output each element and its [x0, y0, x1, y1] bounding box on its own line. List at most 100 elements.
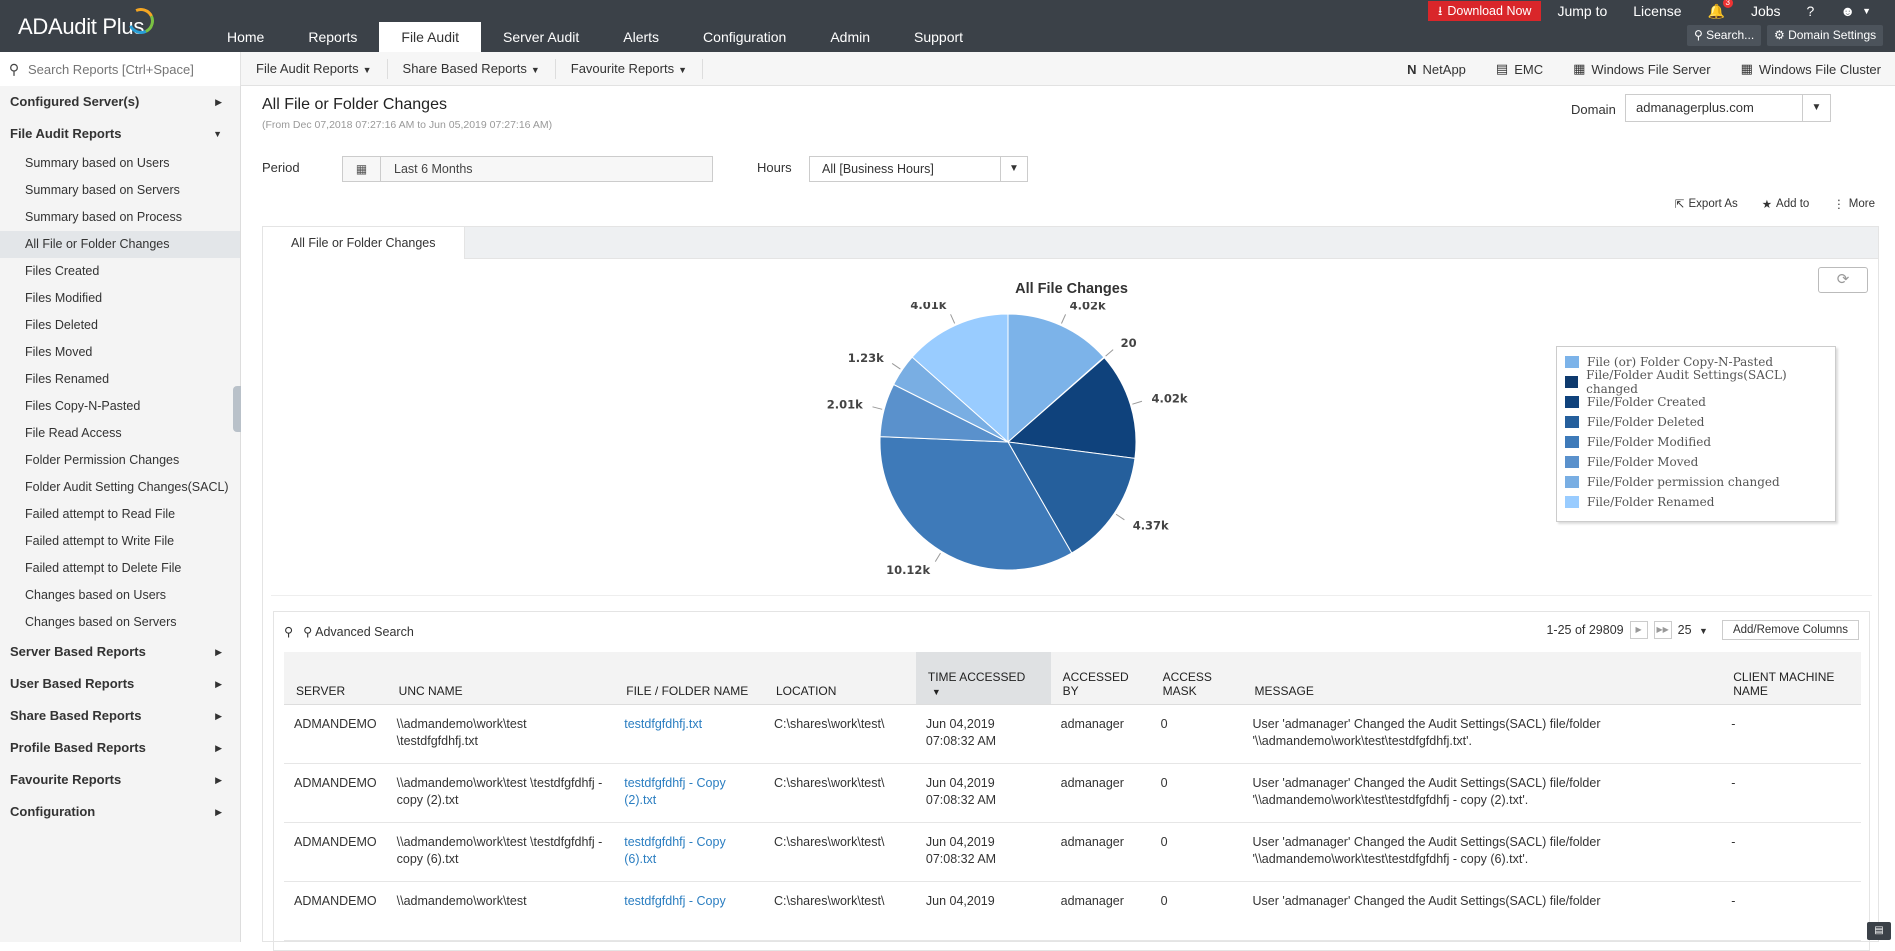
report-tabs: All File or Folder Changes	[263, 227, 1878, 259]
sidebar-item-failed-attempt-to-delete-file[interactable]: Failed attempt to Delete File	[25, 561, 182, 575]
global-search-button[interactable]: ⚲ Search...	[1687, 25, 1762, 46]
app-logo[interactable]: ADAudit Plus	[18, 14, 145, 39]
legend-item[interactable]: File (or) Folder Copy-N-Pasted	[1565, 352, 1827, 372]
sidebar-section-user-based-reports[interactable]: User Based Reports ▶	[0, 668, 240, 700]
hours-select[interactable]: All [Business Hours] ▼	[809, 156, 1028, 182]
vendor-emc[interactable]: ▤ EMC	[1496, 61, 1543, 77]
sidebar-item-all-file-or-folder-changes[interactable]: All File or Folder Changes	[0, 231, 240, 258]
table-row[interactable]: ADMANDEMO \\admandemo\work\test \testdfgf…	[284, 704, 1861, 764]
column-header-message[interactable]: MESSAGE	[1242, 652, 1722, 705]
sidebar-item-failed-attempt-to-read-file[interactable]: Failed attempt to Read File	[25, 507, 176, 521]
sidebar-item-files-renamed[interactable]: Files Renamed	[25, 372, 110, 386]
chart-type-icon[interactable]: ⟳	[1818, 267, 1868, 293]
column-header-location[interactable]: LOCATION	[763, 652, 916, 705]
sidebar-section-profile-based-reports[interactable]: Profile Based Reports ▶	[0, 732, 240, 764]
vendor-windows-file-server[interactable]: ▦ Windows File Server	[1573, 61, 1711, 77]
jump-to-link[interactable]: Jump to	[1557, 3, 1608, 19]
sidebar-item-folder-audit-setting-changes-sacl[interactable]: Folder Audit Setting Changes(SACL)	[25, 480, 229, 494]
export-as-button[interactable]: ⇱ Export As	[1674, 198, 1738, 211]
sidebar-item-summary-based-on-process[interactable]: Summary based on Process	[25, 210, 183, 224]
search-options-icon[interactable]: ⚲	[284, 625, 294, 639]
page-size-select[interactable]: 25 ▼	[1677, 623, 1708, 637]
sidebar-item-summary-based-on-servers[interactable]: Summary based on Servers	[25, 183, 180, 197]
user-menu-button[interactable]: ☻ ▼	[1830, 3, 1881, 19]
column-header-access-mask[interactable]: ACCESS MASK	[1150, 652, 1243, 705]
legend-item[interactable]: File/Folder Modified	[1565, 432, 1827, 452]
pie-slice-file-folder-renamed[interactable]	[911, 313, 1009, 444]
sidebar-item-changes-based-on-servers[interactable]: Changes based on Servers	[25, 615, 177, 629]
pie-slice-file-folder-created[interactable]	[1006, 356, 1137, 459]
file-name-link[interactable]: testdfgfdhfj - Copy (2).txt	[614, 763, 764, 823]
notifications-button[interactable]: 🔔 3	[1698, 0, 1735, 20]
column-header-file-folder-name[interactable]: FILE / FOLDER NAME	[614, 652, 764, 705]
legend-item[interactable]: File/Folder Created	[1565, 392, 1827, 412]
table-row[interactable]: ADMANDEMO \\admandemo\work\test \testdfgf…	[284, 822, 1861, 882]
tab-home[interactable]: Home	[227, 29, 265, 45]
sidebar-item-changes-based-on-users[interactable]: Changes based on Users	[25, 588, 167, 602]
column-header-accessed-by[interactable]: ACCESSED BY	[1050, 652, 1151, 705]
sidebar-section-share-based-reports[interactable]: Share Based Reports ▶	[0, 700, 240, 732]
table-row[interactable]: ADMANDEMO \\admandemo\work\test testdfgfdh…	[284, 881, 1861, 941]
tab-all-file-changes[interactable]: All File or Folder Changes	[263, 227, 465, 259]
menu-share-based-reports[interactable]: Share Based Reports ▼	[388, 59, 556, 79]
domain-settings-button[interactable]: ⚙ Domain Settings	[1767, 25, 1884, 46]
table-row[interactable]: ADMANDEMO \\admandemo\work\test \testdfgf…	[284, 763, 1861, 823]
tab-server-audit[interactable]: Server Audit	[502, 29, 580, 45]
column-header-client-machine-name[interactable]: CLIENT MACHINE NAME	[1721, 652, 1861, 705]
jobs-link[interactable]: Jobs	[1750, 3, 1781, 19]
pie-slice-file-or-folder-copy-n-pasted[interactable]	[1007, 313, 1105, 444]
add-to-button[interactable]: ★ Add to	[1761, 198, 1810, 211]
legend-item[interactable]: File/Folder permission changed	[1565, 472, 1827, 492]
sidebar-item-files-modified[interactable]: Files Modified	[25, 291, 103, 305]
download-now-button[interactable]: ⭳ Download Now	[1427, 1, 1542, 21]
sidebar-item-file-read-access[interactable]: File Read Access	[25, 426, 122, 440]
column-header-unc-name[interactable]: UNC NAME	[386, 652, 615, 705]
legend-item[interactable]: File/Folder Deleted	[1565, 412, 1827, 432]
sidebar-file-audit-reports[interactable]: File Audit Reports ▼	[0, 118, 240, 150]
menu-favourite-reports[interactable]: Favourite Reports ▼	[556, 59, 703, 79]
legend-swatch	[1565, 376, 1579, 388]
last-page-button[interactable]: ▶▶	[1653, 621, 1672, 639]
file-name-link[interactable]: testdfgfdhfj - Copy (6).txt	[614, 822, 764, 882]
menu-file-audit-reports[interactable]: File Audit Reports ▼	[241, 59, 388, 79]
domain-select[interactable]: admanagerplus.com ▼	[1625, 94, 1831, 122]
legend-item[interactable]: File/Folder Moved	[1565, 452, 1827, 472]
sidebar-item-files-moved[interactable]: Files Moved	[25, 345, 93, 359]
file-name-link[interactable]: testdfgfdhfj - Copy	[614, 881, 764, 941]
more-button[interactable]: ⋮ More	[1833, 198, 1875, 211]
tab-admin[interactable]: Admin	[830, 29, 871, 45]
sidebar-configured-servers[interactable]: Configured Server(s) ▶	[0, 86, 240, 118]
tab-file-audit[interactable]: File Audit	[379, 22, 481, 52]
file-name-link[interactable]: testdfgfdhfj.txt	[614, 704, 764, 764]
sidebar-item-failed-attempt-to-write-file[interactable]: Failed attempt to Write File	[25, 534, 175, 548]
column-header-time-accessed[interactable]: TIME ACCESSED ▼	[915, 652, 1051, 705]
sidebar-item-folder-permission-changes[interactable]: Folder Permission Changes	[25, 453, 180, 467]
sidebar-item-files-copy-n-pasted[interactable]: Files Copy-N-Pasted	[25, 399, 141, 413]
sidebar-item-files-created[interactable]: Files Created	[25, 264, 100, 278]
advanced-search-button[interactable]: ⚲ Advanced Search	[303, 625, 414, 639]
period-picker[interactable]: ▦ Last 6 Months	[342, 156, 713, 182]
pie-slice-file-folder-deleted[interactable]	[1007, 441, 1136, 554]
legend-item[interactable]: File/Folder Renamed	[1565, 492, 1827, 512]
tab-configuration[interactable]: Configuration	[703, 29, 787, 45]
license-link[interactable]: License	[1633, 3, 1682, 19]
sidebar-collapse-handle[interactable]	[233, 386, 241, 432]
tab-alerts[interactable]: Alerts	[623, 29, 660, 45]
sidebar-section-server-based-reports[interactable]: Server Based Reports ▶	[0, 636, 240, 668]
sidebar-item-summary-based-on-users[interactable]: Summary based on Users	[25, 156, 170, 170]
add-remove-columns-button[interactable]: Add/Remove Columns	[1721, 620, 1859, 640]
next-page-button[interactable]: ▶	[1629, 621, 1648, 639]
column-header-server[interactable]: SERVER	[284, 652, 387, 705]
vendor-windows-file-cluster[interactable]: ▦ Windows File Cluster	[1741, 61, 1881, 77]
tab-support[interactable]: Support	[914, 29, 964, 45]
legend-item[interactable]: File/Folder Audit Settings(SACL) changed	[1565, 368, 1827, 396]
sidebar-section-favourite-reports[interactable]: Favourite Reports ▶	[0, 764, 240, 796]
sidebar-item-files-deleted[interactable]: Files Deleted	[25, 318, 98, 332]
vendor-netapp[interactable]: N NetApp	[1407, 62, 1466, 77]
help-button[interactable]: ?	[1806, 3, 1815, 19]
tab-reports[interactable]: Reports	[308, 29, 358, 45]
sidebar-section-configuration[interactable]: Configuration ▶	[0, 796, 240, 828]
chat-icon[interactable]: ▤	[1867, 922, 1891, 940]
pie-slice-file-folder-modified[interactable]	[879, 436, 1073, 571]
report-search-input[interactable]	[28, 61, 228, 77]
